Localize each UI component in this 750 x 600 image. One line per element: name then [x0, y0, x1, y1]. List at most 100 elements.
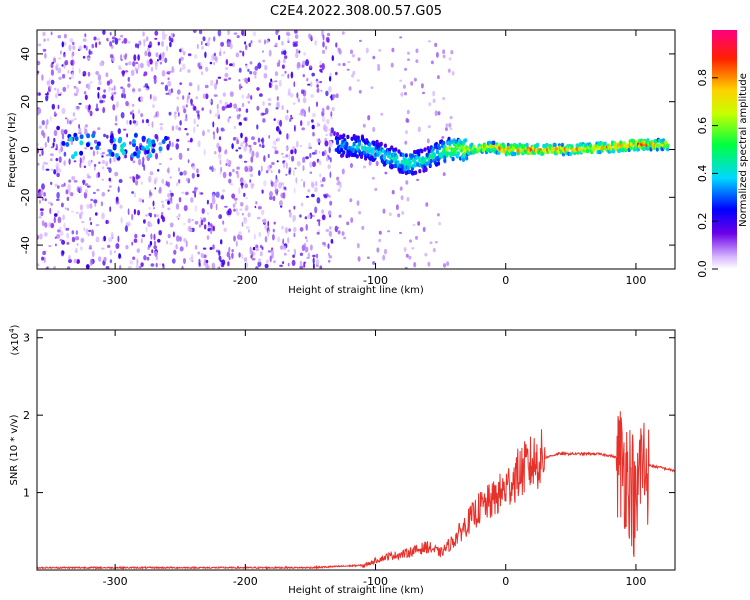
noise-speckle	[249, 146, 252, 152]
noise-speckle	[187, 53, 192, 57]
noise-speckle	[175, 203, 180, 210]
noise-speckle	[277, 119, 280, 126]
noise-speckle	[133, 54, 137, 62]
noise-speckle	[56, 125, 60, 131]
noise-speckle	[365, 47, 369, 54]
noise-speckle	[56, 63, 59, 68]
noise-speckle	[233, 197, 238, 201]
noise-speckle	[330, 238, 334, 244]
noise-speckle	[70, 60, 74, 64]
noise-speckle	[281, 41, 284, 46]
noise-speckle	[263, 218, 267, 224]
noise-speckle	[321, 63, 325, 70]
noise-speckle	[178, 127, 182, 131]
signal-cell	[442, 140, 446, 146]
noise-speckle	[449, 115, 453, 120]
noise-speckle	[408, 255, 412, 260]
noise-speckle	[118, 179, 123, 183]
noise-speckle	[227, 261, 230, 267]
noise-speckle	[121, 70, 126, 75]
noise-speckle	[322, 41, 325, 48]
noise-speckle	[102, 151, 105, 155]
noise-speckle	[335, 93, 339, 99]
noise-speckle	[235, 211, 240, 216]
noise-speckle	[277, 137, 280, 142]
noise-speckle	[108, 86, 111, 92]
noise-speckle	[136, 210, 139, 214]
noise-speckle	[422, 226, 426, 233]
noise-speckle	[158, 162, 162, 165]
noise-speckle	[145, 119, 149, 123]
noise-speckle	[358, 39, 362, 43]
x-tick-label: -200	[233, 274, 258, 287]
noise-speckle	[156, 58, 159, 62]
signal-cell	[408, 160, 412, 165]
noise-speckle	[273, 221, 276, 225]
noise-speckle	[260, 165, 263, 172]
noise-speckle	[328, 230, 333, 237]
noise-speckle	[89, 81, 93, 84]
noise-speckle	[228, 246, 231, 253]
noise-speckle	[91, 133, 96, 139]
noise-speckle	[74, 136, 79, 142]
noise-speckle	[311, 119, 314, 123]
noise-speckle	[437, 111, 441, 116]
noise-speckle	[169, 242, 173, 245]
noise-speckle	[351, 54, 355, 58]
noise-speckle	[68, 44, 72, 52]
noise-speckle	[242, 50, 245, 57]
noise-speckle	[134, 67, 137, 72]
signal-cell	[465, 156, 469, 161]
noise-speckle	[110, 232, 114, 239]
noise-speckle	[158, 54, 162, 61]
noise-speckle	[451, 71, 455, 76]
noise-speckle	[319, 68, 323, 72]
noise-speckle	[232, 168, 235, 173]
noise-speckle	[65, 227, 70, 231]
x-tick-label: 0	[502, 575, 509, 588]
noise-speckle	[56, 185, 60, 189]
noise-speckle	[106, 80, 110, 86]
noise-speckle	[154, 250, 158, 257]
colorbar-gradient	[712, 30, 737, 269]
noise-speckle	[113, 91, 117, 95]
colorbar-tick-label: 0.4	[696, 165, 709, 183]
noise-speckle	[74, 92, 78, 97]
snr-series-line	[37, 411, 675, 570]
noise-speckle	[304, 216, 308, 220]
x-tick-label: 0	[502, 274, 509, 287]
noise-speckle	[236, 173, 240, 179]
noise-speckle	[245, 79, 248, 84]
noise-speckle	[127, 40, 131, 44]
noise-speckle	[61, 41, 64, 48]
noise-speckle	[297, 98, 300, 103]
noise-speckle	[131, 213, 134, 221]
noise-speckle	[255, 201, 258, 205]
noise-speckle	[178, 58, 181, 65]
noise-speckle	[45, 95, 49, 102]
noise-speckle	[224, 67, 229, 70]
noise-speckle	[301, 108, 305, 114]
noise-speckle	[194, 220, 199, 225]
noise-speckle	[160, 211, 164, 216]
noise-speckle	[132, 176, 136, 183]
noise-speckle	[294, 42, 298, 47]
noise-speckle	[210, 229, 213, 235]
noise-speckle	[245, 197, 248, 200]
noise-speckle	[169, 189, 172, 193]
noise-speckle	[93, 199, 98, 204]
noise-speckle	[177, 217, 180, 220]
noise-speckle	[162, 263, 165, 267]
noise-speckle	[153, 240, 157, 246]
snr-marks	[37, 411, 675, 570]
noise-speckle	[293, 226, 297, 233]
noise-speckle	[206, 199, 209, 205]
noise-speckle	[78, 127, 82, 134]
noise-speckle	[44, 222, 48, 228]
noise-speckle	[44, 198, 47, 202]
noise-speckle	[228, 77, 232, 80]
noise-speckle	[71, 236, 76, 243]
noise-speckle	[395, 204, 399, 211]
noise-speckle	[320, 183, 324, 188]
noise-speckle	[341, 168, 345, 175]
